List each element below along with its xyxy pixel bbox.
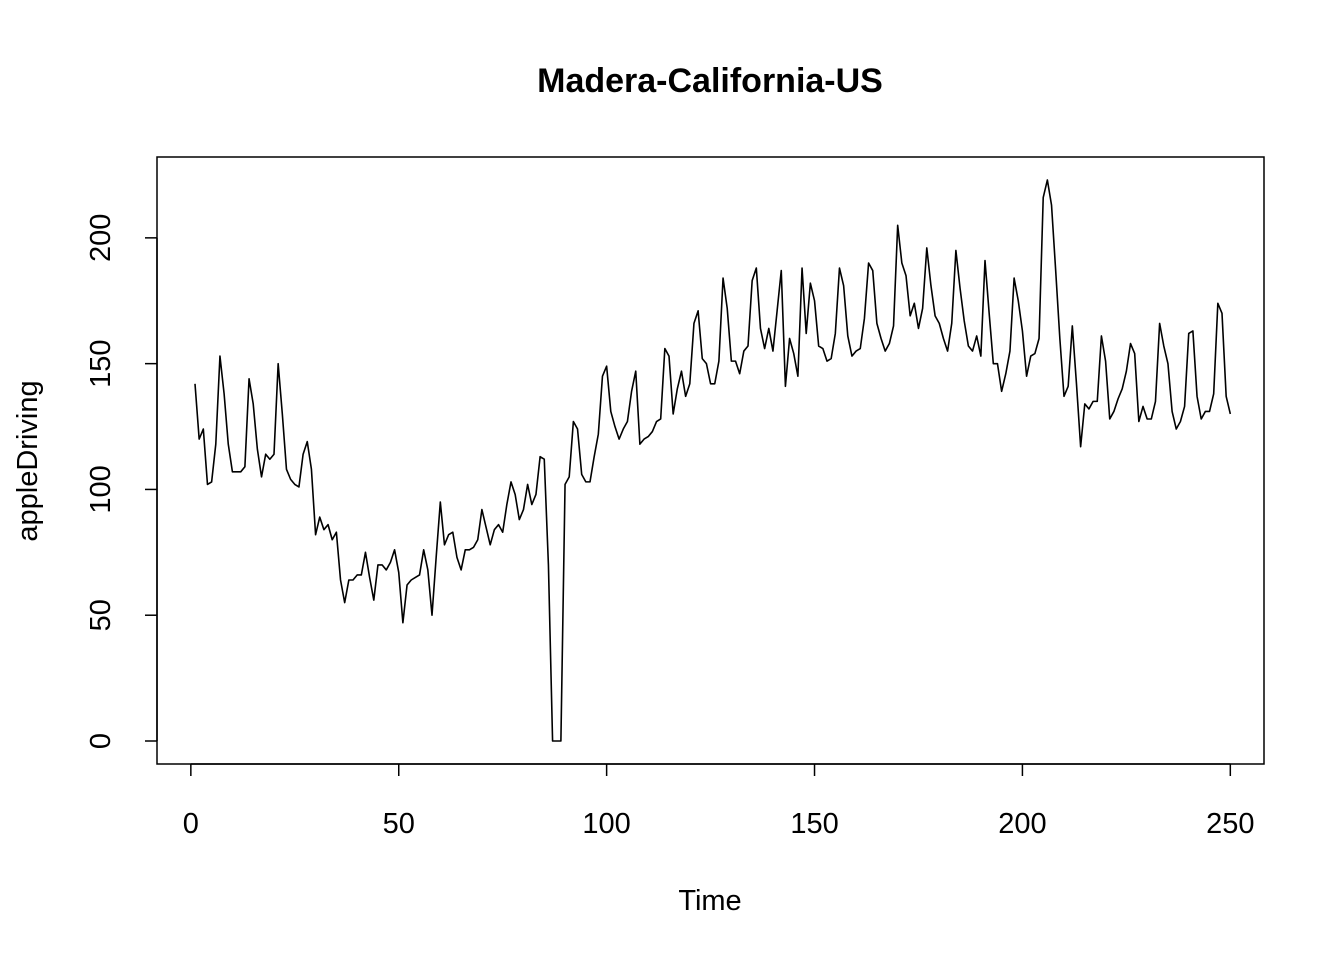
x-tick-label: 150 xyxy=(790,808,838,840)
y-tick-label: 100 xyxy=(85,465,117,513)
y-tick-label: 50 xyxy=(85,599,117,631)
series-line xyxy=(194,179,1232,742)
y-tick-label: 0 xyxy=(85,733,117,749)
y-axis-label: appleDriving xyxy=(12,380,44,541)
x-axis-label: Time xyxy=(678,885,741,917)
x-tick-label: 250 xyxy=(1206,808,1254,840)
chart-title: Madera-California-US xyxy=(537,62,883,100)
y-tick-label: 200 xyxy=(85,214,117,262)
x-tick-label: 0 xyxy=(183,808,199,840)
y-tick-label: 150 xyxy=(85,339,117,387)
x-tick-label: 200 xyxy=(998,808,1046,840)
y-axis: 0 50 100 150 200 xyxy=(85,214,158,749)
x-tick-label: 50 xyxy=(383,808,415,840)
x-tick-label: 100 xyxy=(582,808,630,840)
plot-frame xyxy=(156,156,1265,765)
x-axis: 0 50 100 150 200 250 xyxy=(183,763,1255,840)
